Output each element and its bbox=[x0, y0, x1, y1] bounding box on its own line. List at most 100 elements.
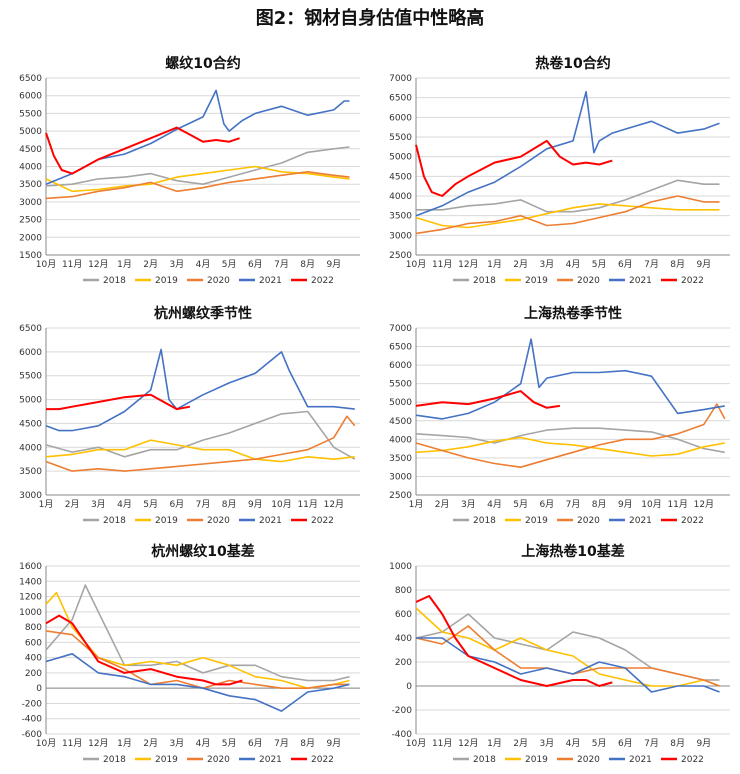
legend-label-2019: 2019 bbox=[525, 516, 548, 526]
series-line-2018 bbox=[45, 410, 356, 460]
x-tick-label: 7月 bbox=[566, 499, 581, 510]
chart-title: 杭州螺纹10基差 bbox=[151, 543, 254, 560]
y-tick-label: 5000 bbox=[389, 153, 412, 163]
legend-label-2021: 2021 bbox=[259, 516, 282, 526]
chart-rebar-10-contract: 螺纹10合约 1500 2000 2500 3000 3500 4000 4500 5000 55… bbox=[19, 55, 360, 286]
x-tick-label: 3月 bbox=[169, 259, 184, 270]
chart-hrc-10-contract: 热卷10合约 2500 3000 3500 4000 4500 5000 5500 6000 65… bbox=[389, 55, 730, 286]
series-line-2019 bbox=[45, 439, 355, 463]
y-tick-label: 4000 bbox=[389, 435, 412, 445]
legend-label-2019: 2019 bbox=[155, 755, 178, 765]
legend-label-2022: 2022 bbox=[311, 516, 334, 526]
series-line-2022 bbox=[45, 614, 243, 686]
y-tick-label: 3500 bbox=[389, 212, 412, 222]
x-tick-label: 3月 bbox=[169, 738, 184, 749]
y-tick-label: 5500 bbox=[19, 372, 42, 382]
series-line-2019 bbox=[415, 203, 720, 229]
legend-label-2021: 2021 bbox=[259, 276, 282, 286]
x-tick-label: 12月 bbox=[88, 259, 108, 270]
series-line-2022 bbox=[415, 595, 613, 687]
y-tick-label: 5500 bbox=[19, 109, 42, 119]
series-line-2020 bbox=[45, 171, 350, 200]
x-tick-label: 12月 bbox=[458, 738, 478, 749]
y-tick-label: 800 bbox=[395, 586, 412, 596]
y-tick-label: 4500 bbox=[19, 145, 42, 155]
x-tick-label: 11月 bbox=[432, 259, 452, 270]
y-tick-label: 3500 bbox=[19, 467, 42, 477]
legend-label-2022: 2022 bbox=[311, 755, 334, 765]
x-tick-label: 5月 bbox=[143, 499, 158, 510]
series-line-2020 bbox=[415, 403, 726, 468]
x-tick-label: 4月 bbox=[117, 499, 132, 510]
series-line-2021 bbox=[45, 348, 355, 432]
legend-label-2019: 2019 bbox=[525, 755, 548, 765]
y-tick-label: -200 bbox=[392, 706, 413, 716]
y-tick-label: 4500 bbox=[19, 419, 42, 429]
y-tick-label: 3000 bbox=[19, 491, 42, 501]
x-tick-label: 3月 bbox=[539, 259, 554, 270]
x-tick-label: 8月 bbox=[670, 738, 685, 749]
x-tick-label: 7月 bbox=[644, 259, 659, 270]
y-tick-label: 1000 bbox=[389, 562, 412, 572]
x-tick-label: 4月 bbox=[566, 738, 581, 749]
x-tick-label: 3月 bbox=[539, 738, 554, 749]
y-tick-label: 600 bbox=[25, 638, 42, 648]
x-tick-label: 11月 bbox=[432, 738, 452, 749]
x-tick-label: 11月 bbox=[667, 499, 687, 510]
x-tick-label: 9月 bbox=[618, 499, 633, 510]
legend-label-2018: 2018 bbox=[103, 276, 126, 286]
y-tick-label: 1200 bbox=[19, 593, 42, 603]
x-tick-label: 9月 bbox=[696, 738, 711, 749]
y-tick-label: -200 bbox=[22, 699, 43, 709]
x-tick-label: 1月 bbox=[117, 738, 132, 749]
x-tick-label: 1月 bbox=[409, 499, 424, 510]
chart-title: 热卷10合约 bbox=[535, 55, 610, 72]
x-tick-label: 5月 bbox=[222, 738, 237, 749]
x-tick-label: 1月 bbox=[487, 738, 502, 749]
x-tick-label: 2月 bbox=[513, 259, 528, 270]
y-tick-label: 2000 bbox=[19, 233, 42, 243]
chart-title: 上海热卷10基差 bbox=[521, 543, 624, 560]
y-tick-label: -400 bbox=[22, 715, 43, 725]
x-tick-label: 6月 bbox=[618, 738, 633, 749]
y-tick-label: 4500 bbox=[389, 417, 412, 427]
series-line-2018 bbox=[416, 179, 720, 213]
x-tick-label: 8月 bbox=[592, 499, 607, 510]
legend-label-2020: 2020 bbox=[207, 755, 230, 765]
legend-label-2022: 2022 bbox=[311, 276, 334, 286]
x-tick-label: 5月 bbox=[592, 738, 607, 749]
legend-label-2019: 2019 bbox=[155, 276, 178, 286]
x-tick-label: 7月 bbox=[274, 738, 289, 749]
legend-label-2018: 2018 bbox=[473, 516, 496, 526]
series-line-2019 bbox=[45, 591, 350, 689]
y-tick-label: 5000 bbox=[389, 398, 412, 408]
x-tick-label: 9月 bbox=[696, 259, 711, 270]
x-tick-label: 9月 bbox=[326, 738, 341, 749]
series-line-2021 bbox=[415, 338, 725, 420]
x-tick-label: 10月 bbox=[641, 499, 661, 510]
y-tick-label: 6000 bbox=[19, 92, 42, 102]
chart-hangzhou-rebar-basis: 杭州螺纹10基差 -600 -400 -200 0 200 400 600 800 1000 120… bbox=[19, 543, 360, 765]
y-tick-label: 6500 bbox=[389, 343, 412, 353]
legend-label-2020: 2020 bbox=[577, 516, 600, 526]
x-tick-label: 9月 bbox=[326, 259, 341, 270]
x-tick-label: 12月 bbox=[324, 499, 344, 510]
y-tick-label: 3500 bbox=[19, 180, 42, 190]
x-tick-label: 8月 bbox=[222, 499, 237, 510]
y-tick-label: 1500 bbox=[19, 251, 42, 261]
y-tick-label: 6000 bbox=[19, 348, 42, 358]
x-tick-label: 3月 bbox=[461, 499, 476, 510]
x-tick-label: 6月 bbox=[248, 259, 263, 270]
y-tick-label: 2500 bbox=[389, 251, 412, 261]
x-tick-label: 4月 bbox=[566, 259, 581, 270]
y-tick-label: 1400 bbox=[19, 577, 42, 587]
y-tick-label: -400 bbox=[392, 730, 413, 740]
x-tick-label: 10月 bbox=[271, 499, 291, 510]
legend-label-2018: 2018 bbox=[473, 755, 496, 765]
x-tick-label: 11月 bbox=[62, 259, 82, 270]
y-tick-label: 5000 bbox=[19, 127, 42, 137]
legend-label-2019: 2019 bbox=[525, 276, 548, 286]
y-tick-label: 600 bbox=[395, 610, 412, 620]
x-tick-label: 2月 bbox=[143, 259, 158, 270]
x-tick-label: 12月 bbox=[88, 738, 108, 749]
